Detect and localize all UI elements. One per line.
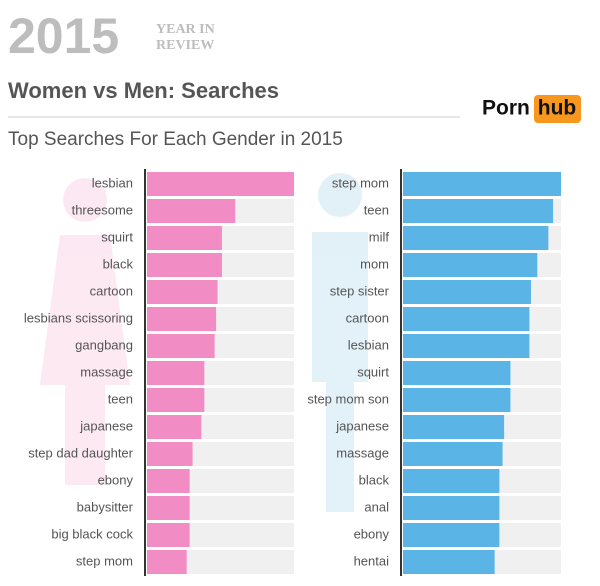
category-label: massage	[336, 445, 389, 460]
category-label: step mom son	[307, 391, 389, 406]
category-label: threesome	[72, 202, 133, 217]
category-label: lesbians scissoring	[24, 310, 133, 325]
category-label: black	[103, 256, 134, 271]
category-label: babysitter	[77, 499, 134, 514]
year: 2015	[8, 8, 119, 64]
category-label: hentai	[354, 553, 390, 568]
bar	[147, 199, 236, 223]
logo: Porn	[482, 97, 530, 120]
category-label: step mom	[332, 175, 389, 190]
category-label: gangbang	[75, 337, 133, 352]
bar	[403, 469, 500, 493]
bar	[147, 388, 205, 412]
bar	[403, 253, 538, 277]
bar	[147, 172, 294, 196]
bar	[147, 523, 190, 547]
bar	[403, 361, 511, 385]
category-label: lesbian	[348, 337, 389, 352]
category-label: teen	[108, 391, 133, 406]
bar	[147, 442, 193, 466]
bar	[403, 523, 500, 547]
bar	[147, 253, 222, 277]
category-label: massage	[80, 364, 133, 379]
category-label: cartoon	[90, 283, 133, 298]
category-label: ebony	[98, 472, 134, 487]
category-label: lesbian	[92, 175, 133, 190]
bar	[403, 334, 530, 358]
category-label: japanese	[79, 418, 133, 433]
bar	[403, 226, 549, 250]
bar	[147, 415, 202, 439]
bar	[403, 442, 503, 466]
bar	[403, 550, 495, 574]
category-label: cartoon	[346, 310, 389, 325]
bar	[403, 307, 530, 331]
badge: YEAR IN	[156, 22, 215, 37]
bar	[403, 388, 511, 412]
category-label: ebony	[354, 526, 390, 541]
category-label: squirt	[101, 229, 133, 244]
category-label: black	[359, 472, 390, 487]
bar	[147, 550, 187, 574]
category-label: big black cock	[51, 526, 133, 541]
title: Women vs Men: Searches	[8, 78, 279, 103]
logo-box	[534, 95, 581, 123]
category-label: anal	[364, 499, 389, 514]
bar	[403, 172, 561, 196]
bar	[147, 361, 205, 385]
bar	[403, 280, 531, 304]
badge: REVIEW	[156, 38, 214, 53]
bar	[403, 415, 505, 439]
category-label: mom	[360, 256, 389, 271]
bar	[403, 496, 500, 520]
category-label: milf	[369, 229, 390, 244]
bar	[147, 307, 217, 331]
bar	[147, 496, 190, 520]
category-label: japanese	[335, 418, 389, 433]
category-label: step dad daughter	[28, 445, 133, 460]
bar	[147, 280, 218, 304]
category-label: step sister	[330, 283, 390, 298]
bar	[147, 226, 222, 250]
subtitle: Top Searches For Each Gender in 2015	[8, 129, 343, 150]
logo: hub	[538, 97, 576, 120]
category-label: teen	[364, 202, 389, 217]
bar	[147, 469, 190, 493]
category-label: squirt	[357, 364, 389, 379]
category-label: step mom	[76, 553, 133, 568]
bar	[403, 199, 554, 223]
silhouettes	[40, 173, 368, 512]
bar	[147, 334, 215, 358]
